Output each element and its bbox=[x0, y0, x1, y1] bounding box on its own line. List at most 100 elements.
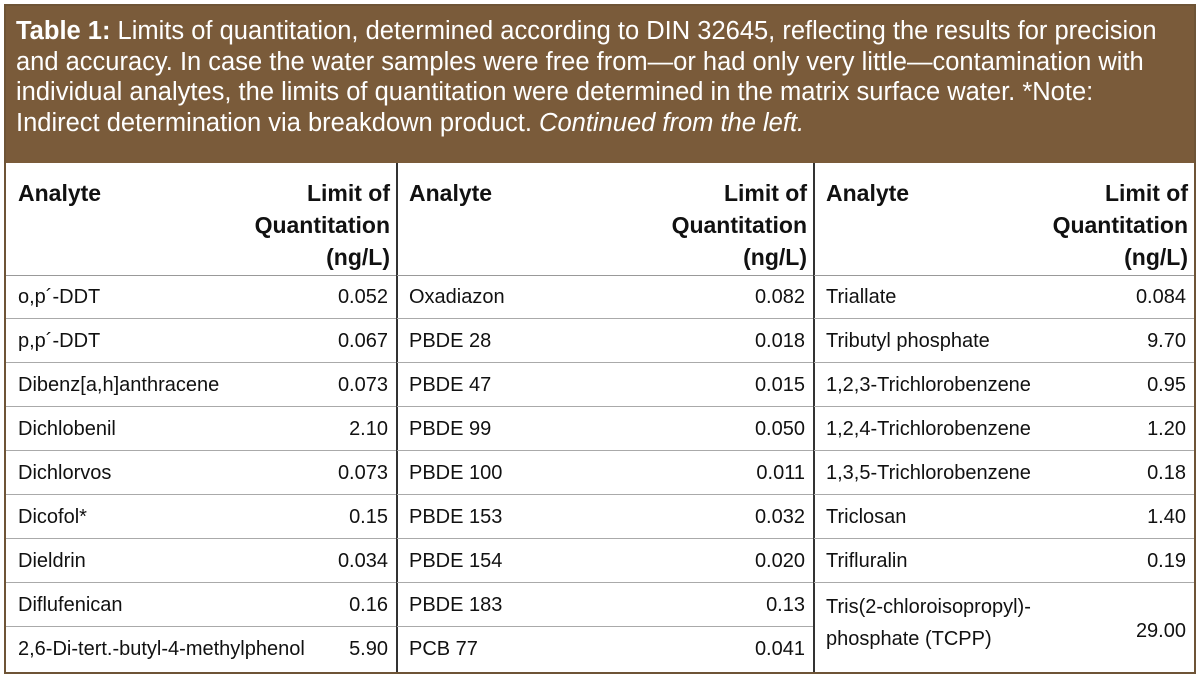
analyte-name: PBDE 99 bbox=[409, 418, 492, 440]
column-header: Analyte Limit of Quantitation (ng/L) bbox=[814, 163, 1194, 276]
table-row: PCB 77 0.041 bbox=[397, 627, 813, 670]
loq-value: 0.032 bbox=[754, 506, 805, 528]
data-table: Analyte Limit of Quantitation (ng/L) o,p´-DD… bbox=[6, 163, 1194, 672]
analyte-name: Tributyl phosphate bbox=[826, 330, 990, 352]
analyte-header: Analyte bbox=[826, 180, 910, 206]
loq-value: 0.082 bbox=[754, 286, 805, 308]
loq-value: 1.40 bbox=[1147, 506, 1186, 528]
loq-header-line: Quantitation bbox=[1052, 212, 1188, 238]
analyte-name: Triallate bbox=[826, 286, 897, 308]
table-row: Oxadiazon 0.082 bbox=[397, 275, 813, 319]
analyte-name: Dichlorvos bbox=[18, 462, 112, 484]
column-divider bbox=[396, 163, 398, 672]
loq-value: 2.10 bbox=[349, 418, 388, 440]
table-row: o,p´-DDT 0.052 bbox=[6, 275, 396, 319]
table-row: 2,6-Di-tert.-butyl-4-methylphenol 5.90 bbox=[6, 627, 396, 670]
analyte-name: 2,6-Di-tert.-butyl-4-methylphenol bbox=[18, 638, 305, 660]
table-row: 1,2,3-Trichlorobenzene 0.95 bbox=[814, 363, 1194, 407]
loq-value: 5.90 bbox=[349, 638, 388, 660]
table-row: PBDE 100 0.011 bbox=[397, 451, 813, 495]
loq-value: 0.034 bbox=[337, 550, 388, 572]
analyte-header: Analyte bbox=[409, 180, 493, 206]
table-row: 1,2,4-Trichlorobenzene 1.20 bbox=[814, 407, 1194, 451]
loq-value: 0.015 bbox=[754, 374, 805, 396]
loq-value: 0.19 bbox=[1147, 550, 1186, 572]
caption-label: Table 1: bbox=[16, 17, 111, 45]
loq-value: 0.073 bbox=[337, 374, 388, 396]
table-column-3: Analyte Limit of Quantitation (ng/L) Trialla… bbox=[814, 163, 1194, 672]
loq-header-line: Quantitation bbox=[254, 212, 390, 238]
analyte-header: Analyte bbox=[18, 180, 102, 206]
table-row: Dibenz[a,h]anthracene 0.073 bbox=[6, 363, 396, 407]
loq-header-line: Limit of bbox=[1104, 180, 1188, 206]
analyte-name: PBDE 153 bbox=[409, 506, 503, 528]
table-row: Diflufenican 0.16 bbox=[6, 583, 396, 627]
table-row: PBDE 28 0.018 bbox=[397, 319, 813, 363]
analyte-name: PBDE 28 bbox=[409, 330, 492, 352]
caption-text: Limits of quantitation, determined accor… bbox=[16, 17, 1157, 137]
loq-value: 0.011 bbox=[756, 462, 805, 484]
table-row: Trifluralin 0.19 bbox=[814, 539, 1194, 583]
loq-value: 0.15 bbox=[349, 506, 388, 528]
column-header: Analyte Limit of Quantitation (ng/L) bbox=[397, 163, 813, 276]
analyte-name: 1,2,4-Trichlorobenzene bbox=[826, 418, 1031, 440]
table-row: Dicofol* 0.15 bbox=[6, 495, 396, 539]
loq-value: 0.050 bbox=[754, 418, 805, 440]
table-row: PBDE 99 0.050 bbox=[397, 407, 813, 451]
loq-value: 0.067 bbox=[337, 330, 388, 352]
analyte-name: Trifluralin bbox=[826, 550, 908, 572]
table-row: Dichlorvos 0.073 bbox=[6, 451, 396, 495]
analyte-name: Dicofol* bbox=[18, 506, 87, 528]
analyte-name: PBDE 183 bbox=[409, 594, 503, 616]
table-row: PBDE 154 0.020 bbox=[397, 539, 813, 583]
column-divider bbox=[813, 163, 815, 672]
loq-header-line: (ng/L) bbox=[326, 244, 390, 270]
analyte-name: Dieldrin bbox=[18, 550, 86, 572]
analyte-name: Diflufenican bbox=[18, 594, 123, 616]
loq-value: 9.70 bbox=[1147, 330, 1186, 352]
table-row: 1,3,5-Trichlorobenzene 0.18 bbox=[814, 451, 1194, 495]
table-row: Dichlobenil 2.10 bbox=[6, 407, 396, 451]
loq-value: 0.073 bbox=[337, 462, 388, 484]
table-row: Triallate 0.084 bbox=[814, 275, 1194, 319]
loq-value: 0.16 bbox=[349, 594, 388, 616]
table-row: Dieldrin 0.034 bbox=[6, 539, 396, 583]
loq-value: 0.18 bbox=[1147, 462, 1186, 484]
analyte-name: Tris(2-chloroisopropyl)-phosphate (TCPP) bbox=[826, 596, 1031, 650]
loq-header-line: Limit of bbox=[306, 180, 390, 206]
analyte-name: PBDE 154 bbox=[409, 550, 503, 572]
analyte-name: PBDE 100 bbox=[409, 462, 503, 484]
analyte-name: 1,2,3-Trichlorobenzene bbox=[826, 374, 1031, 396]
table-row: PBDE 153 0.032 bbox=[397, 495, 813, 539]
loq-header-line: Quantitation bbox=[671, 212, 807, 238]
analyte-name: PCB 77 bbox=[409, 638, 478, 660]
table-frame: Table 1: Limits of quantitation, determi… bbox=[4, 4, 1196, 674]
loq-value: 0.084 bbox=[1135, 286, 1186, 308]
loq-header-line: Limit of bbox=[723, 180, 807, 206]
loq-header: Limit of Quantitation (ng/L) bbox=[255, 177, 390, 273]
table-row: Tris(2-chloroisopropyl)-phosphate (TCPP)… bbox=[814, 583, 1194, 653]
analyte-name: Oxadiazon bbox=[409, 286, 505, 308]
table-row: p,p´-DDT 0.067 bbox=[6, 319, 396, 363]
analyte-name: Dibenz[a,h]anthracene bbox=[18, 374, 220, 396]
analyte-name: PBDE 47 bbox=[409, 374, 492, 396]
loq-header: Limit of Quantitation (ng/L) bbox=[672, 177, 807, 273]
loq-value: 0.95 bbox=[1147, 374, 1186, 396]
table-column-2: Analyte Limit of Quantitation (ng/L) Oxadiaz… bbox=[397, 163, 813, 672]
table-row: PBDE 183 0.13 bbox=[397, 583, 813, 627]
loq-value: 0.13 bbox=[766, 594, 805, 616]
loq-header: Limit of Quantitation (ng/L) bbox=[1053, 177, 1188, 273]
analyte-name: o,p´-DDT bbox=[18, 286, 101, 308]
column-header: Analyte Limit of Quantitation (ng/L) bbox=[6, 163, 396, 276]
caption-continued: Continued from the left. bbox=[539, 108, 805, 137]
loq-value: 1.20 bbox=[1147, 418, 1186, 440]
analyte-name: Dichlobenil bbox=[18, 418, 116, 440]
analyte-name: 1,3,5-Trichlorobenzene bbox=[826, 462, 1031, 484]
loq-value: 0.020 bbox=[754, 550, 805, 572]
table-row: PBDE 47 0.015 bbox=[397, 363, 813, 407]
table-row: Triclosan 1.40 bbox=[814, 495, 1194, 539]
analyte-name: p,p´-DDT bbox=[18, 330, 101, 352]
loq-value: 0.041 bbox=[754, 638, 805, 660]
loq-value: 0.018 bbox=[754, 330, 805, 352]
table-caption: Table 1: Limits of quantitation, determi… bbox=[6, 6, 1194, 163]
